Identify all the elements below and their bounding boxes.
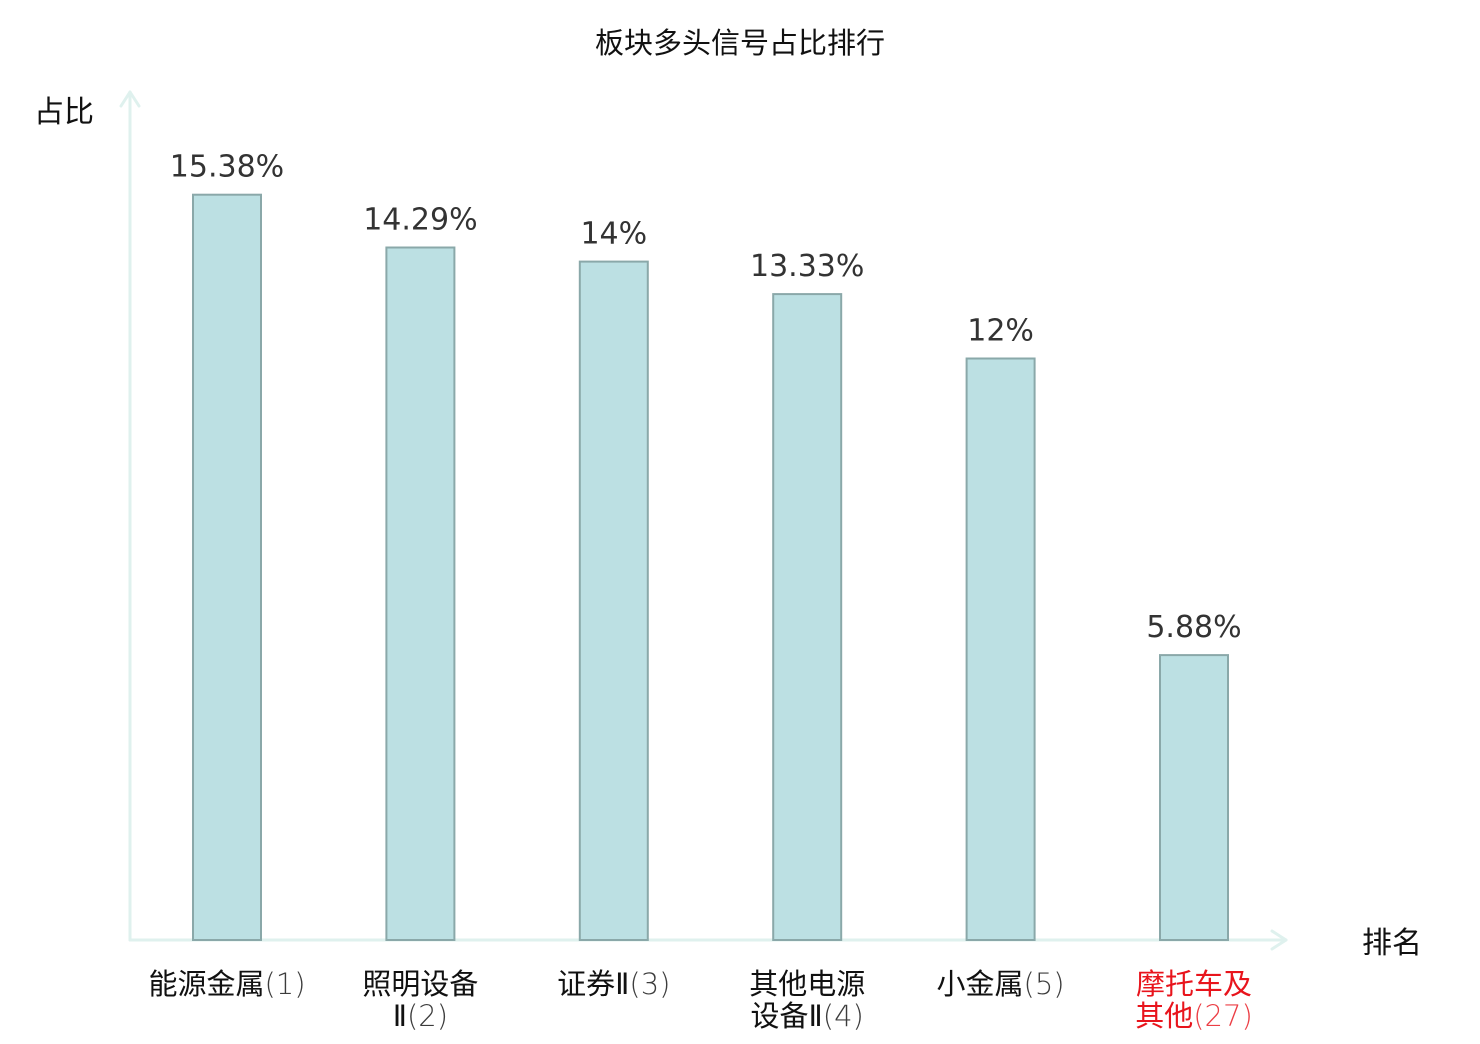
y-axis-title: 占比: [34, 95, 94, 130]
category-label-1: 能源金属(1): [148, 967, 305, 1001]
category-label-4: 其他电源设备Ⅱ(4): [749, 967, 865, 1033]
value-label-1: 15.38%: [170, 150, 284, 185]
bar-6: [1159, 654, 1229, 941]
category-labels: 能源金属(1) 照明设备 Ⅱ(2) 证券Ⅱ(3) 其他电源设备Ⅱ(4) 小金属(5) 摩托车…: [148, 967, 1252, 1033]
bar-3: [578, 260, 649, 942]
x-axis-title: 排名: [1362, 926, 1422, 961]
x-axis-arrow: [1270, 929, 1288, 951]
category-label-2: 照明设备 Ⅱ(2): [362, 967, 478, 1033]
chart-title: 板块多头信号占比排行: [595, 26, 885, 60]
x-axis: [128, 929, 1288, 951]
value-label-5: 12%: [967, 314, 1034, 349]
value-label-4: 13.33%: [750, 249, 864, 284]
value-label-6: 5.88%: [1146, 610, 1241, 645]
category-label-6: 摩托车及其他(27): [1135, 967, 1253, 1033]
category-label-5: 小金属(5): [937, 967, 1065, 1001]
value-label-3: 14%: [580, 217, 647, 252]
bar-4: [772, 293, 843, 942]
bars: [192, 193, 1229, 942]
category-label-3: 证券Ⅱ(3): [557, 967, 670, 1001]
value-label-2: 14.29%: [363, 203, 477, 238]
bar-5: [965, 357, 1036, 941]
bar-1: [192, 193, 262, 941]
y-axis: [119, 90, 141, 942]
y-axis-arrow: [119, 90, 141, 108]
bar-2: [385, 246, 456, 941]
value-labels: 15.38% 14.29% 14% 13.33% 12% 5.88%: [170, 150, 1242, 645]
